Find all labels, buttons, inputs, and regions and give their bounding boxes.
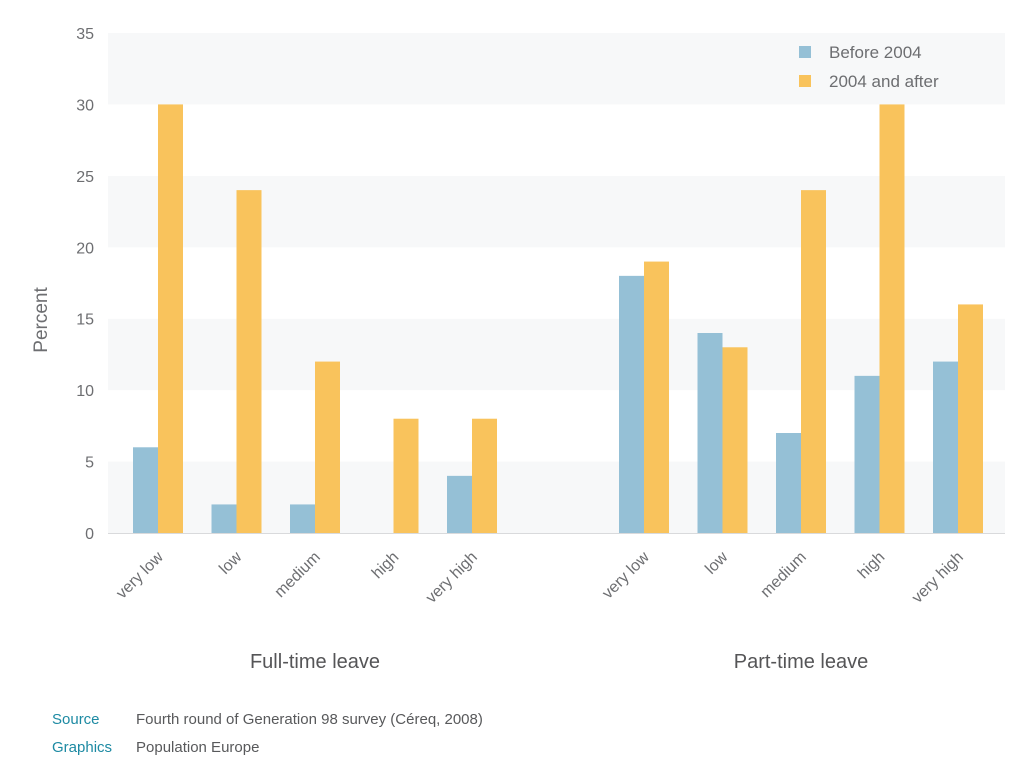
y-tick-label: 5 (85, 455, 94, 472)
x-axis-tick-labels: very low low medium high very high very low lo… (113, 548, 967, 606)
bar (472, 418, 497, 533)
x-tick-label: medium (758, 549, 810, 601)
x-tick-label: high (855, 549, 888, 582)
bar (158, 104, 183, 533)
bar (133, 447, 158, 533)
bar (958, 304, 983, 533)
graphics-key: Graphics (52, 739, 113, 756)
bars (133, 104, 983, 533)
bar (697, 333, 723, 533)
bar (447, 475, 472, 533)
x-tick-label: high (369, 549, 402, 582)
legend: Before 2004 2004 and after (799, 43, 939, 91)
x-tick-label: very low (599, 548, 653, 602)
y-tick-label: 25 (76, 169, 94, 186)
bar-chart: 0 5 10 15 20 25 30 35 Percent very low low medium… (31, 26, 1005, 673)
y-axis: 0 5 10 15 20 25 30 35 (76, 26, 94, 543)
x-tick-label: very low (113, 548, 167, 602)
y-tick-label: 15 (76, 312, 94, 329)
bar (393, 418, 419, 533)
y-tick-label: 10 (76, 383, 94, 400)
bar (644, 261, 669, 533)
legend-label: 2004 and after (829, 72, 939, 91)
y-tick-label: 20 (76, 240, 94, 257)
source-text: Fourth round of Generation 98 survey (Cé… (136, 711, 483, 728)
bar (619, 275, 644, 533)
x-tick-label: low (216, 548, 245, 577)
bar (933, 361, 958, 533)
group-label: Full-time leave (250, 651, 380, 673)
grid-band (108, 104, 1005, 176)
footer-source: Source Fourth round of Generation 98 surv… (52, 711, 483, 728)
legend-swatch (799, 75, 811, 87)
x-tick-label: very high (423, 549, 481, 607)
x-tick-label: medium (272, 549, 324, 601)
bar (776, 433, 801, 533)
y-axis-title: Percent (31, 287, 52, 353)
bar (236, 190, 262, 533)
bar (315, 361, 340, 533)
legend-label: Before 2004 (829, 43, 922, 62)
y-tick-label: 30 (76, 97, 94, 114)
bar (290, 504, 315, 533)
bar (854, 375, 880, 533)
x-tick-label: very high (909, 549, 967, 607)
y-tick-label: 35 (76, 26, 94, 43)
grid-band (108, 33, 1005, 105)
legend-swatch (799, 46, 811, 58)
bar (801, 190, 826, 533)
y-tick-label: 0 (85, 526, 94, 543)
footer-graphics: Graphics Population Europe (52, 739, 259, 756)
group-label: Part-time leave (734, 651, 869, 673)
bar (879, 104, 905, 533)
group-labels: Full-time leave Part-time leave (250, 651, 868, 673)
source-key: Source (52, 711, 100, 728)
graphics-text: Population Europe (136, 739, 260, 756)
bar (211, 504, 237, 533)
bar (722, 347, 748, 533)
x-tick-label: low (702, 548, 731, 577)
